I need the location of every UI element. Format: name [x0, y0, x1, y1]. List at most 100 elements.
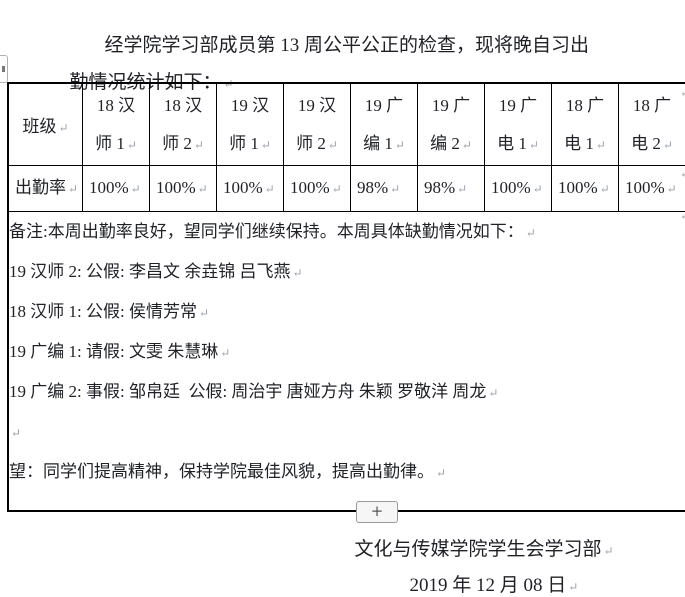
rate-cell-0[interactable]: 100%↵ [83, 166, 150, 212]
notes-row: 备注:本周出勤率良好，望同学们继续保持。本周具体缺勤情况如下：↵ 19 汉师 2… [8, 212, 685, 512]
rate-value: 100% [290, 178, 330, 197]
paragraph-mark: ↵ [292, 266, 302, 280]
class-name-line2-text: 编 1 [363, 134, 393, 153]
paragraph-mark: ↵ [265, 182, 275, 196]
handle-nub [2, 66, 5, 72]
class-cell-8[interactable]: 18 广 电 2↵ [619, 83, 685, 166]
paragraph-mark: ↵ [332, 182, 342, 196]
class-cell-4[interactable]: 19 广 编 1↵ [351, 83, 418, 166]
note-text: 望：同学们提高精神，保持学院最佳风貌，提高出勤律。 [9, 462, 434, 481]
class-name-line2: 师 1↵ [83, 125, 149, 163]
paragraph-mark: ↵ [68, 182, 78, 196]
footer-date: 2019 年 12 月 08 日↵ [400, 548, 578, 597]
paragraph-mark: ↵ [390, 182, 400, 196]
class-name-line2-text: 师 2 [162, 134, 192, 153]
attendance-table[interactable]: 班级↵ 18 汉 师 1↵ 18 汉 师 2↵ 19 汉 师 1↵ 19 汉 师… [7, 82, 685, 512]
class-name-line2-text: 师 1 [95, 134, 125, 153]
paragraph-mark: ↵ [194, 138, 204, 152]
paragraph-mark: ↵ [395, 138, 405, 152]
paragraph-mark: ↵ [199, 306, 209, 320]
paragraph-mark: ↵ [488, 386, 498, 400]
paragraph-mark: ↵ [58, 121, 68, 135]
left-edge-cursor-handle[interactable] [0, 55, 8, 83]
note-line-19guangbian1: 19 广编 1: 请假: 文雯 朱慧琳↵ [9, 332, 685, 372]
class-cell-5[interactable]: 19 广 编 2↵ [418, 83, 485, 166]
note-line-empty: ↵ [9, 412, 685, 452]
class-name-line2: 电 2↵ [619, 125, 685, 163]
class-cell-0[interactable]: 18 汉 师 1↵ [83, 83, 150, 166]
class-name-line2: 师 2↵ [150, 125, 216, 163]
table-move-handle[interactable]: + [356, 501, 398, 523]
rate-cell-5[interactable]: 98%↵ [418, 166, 485, 212]
rate-cell-7[interactable]: 100%↵ [552, 166, 619, 212]
rate-cell-4[interactable]: 98%↵ [351, 166, 418, 212]
note-line-19hanshi2: 19 汉师 2: 公假: 李昌文 余垚锦 吕飞燕↵ [9, 252, 685, 292]
note-text: 19 广编 2: 事假: 邹帛廷 公假: 周治宇 唐娅方舟 朱颖 罗敬洋 周龙 [9, 382, 486, 401]
notes-cell[interactable]: 备注:本周出勤率良好，望同学们继续保持。本周具体缺勤情况如下：↵ 19 汉师 2… [8, 212, 685, 512]
rate-header-label: 出勤率 [15, 178, 66, 197]
rate-row: 出勤率↵ 100%↵ 100%↵ 100%↵ 100%↵ 98%↵ 98%↵ 1… [8, 166, 685, 212]
rate-cell-3[interactable]: 100%↵ [284, 166, 351, 212]
rate-cell-6[interactable]: 100%↵ [485, 166, 552, 212]
class-name-line2-text: 师 2 [296, 134, 326, 153]
paragraph-mark: ↵ [436, 466, 446, 480]
rate-value: 98% [424, 178, 455, 197]
class-header-row: 班级↵ 18 汉 师 1↵ 18 汉 师 2↵ 19 汉 师 1↵ 19 汉 师… [8, 83, 685, 166]
class-header-label: 班级 [22, 117, 56, 136]
paragraph-mark: ↵ [604, 544, 614, 558]
class-cell-7[interactable]: 18 广 电 1↵ [552, 83, 619, 166]
class-header-cell[interactable]: 班级↵ [8, 83, 83, 166]
paragraph-mark: ↵ [533, 182, 543, 196]
class-name-line1: 19 广 [485, 87, 551, 125]
class-name-line2: 编 2↵ [418, 125, 484, 163]
footer-date-text: 2019 年 12 月 08 日 [410, 575, 567, 596]
note-line-remark: 备注:本周出勤率良好，望同学们继续保持。本周具体缺勤情况如下：↵ [9, 212, 685, 252]
note-text: 19 广编 1: 请假: 文雯 朱慧琳 [9, 342, 218, 361]
class-name-line2-text: 电 1 [497, 134, 527, 153]
paragraph-mark: ↵ [131, 182, 141, 196]
rate-value: 100% [89, 178, 129, 197]
rate-value: 100% [625, 178, 665, 197]
class-name-line1: 18 广 [619, 87, 685, 125]
document-page: { "intro": { "line1": "经学院学习部成员第 13 周公平公… [0, 0, 685, 579]
paragraph-mark: ↵ [127, 138, 137, 152]
class-name-line2-text: 编 2 [430, 134, 460, 153]
class-name-line1: 19 广 [351, 87, 417, 125]
class-cell-6[interactable]: 19 广 电 1↵ [485, 83, 552, 166]
rate-value: 100% [223, 178, 263, 197]
class-cell-3[interactable]: 19 汉 师 2↵ [284, 83, 351, 166]
rate-cell-8[interactable]: 100%↵ [619, 166, 685, 212]
rate-value: 100% [156, 178, 196, 197]
paragraph-mark: ↵ [457, 182, 467, 196]
note-text: 19 汉师 2: 公假: 李昌文 余垚锦 吕飞燕 [9, 262, 290, 281]
class-name-line2: 电 1↵ [485, 125, 551, 163]
rate-value: 98% [357, 178, 388, 197]
paragraph-mark: ↵ [328, 138, 338, 152]
class-name-line2: 电 1↵ [552, 125, 618, 163]
rate-header-cell[interactable]: 出勤率↵ [8, 166, 83, 212]
paragraph-mark: ↵ [529, 138, 539, 152]
class-name-line1: 19 汉 [284, 87, 350, 125]
class-name-line1: 19 广 [418, 87, 484, 125]
paragraph-mark: ↵ [261, 138, 271, 152]
class-name-line2-text: 电 1 [564, 134, 594, 153]
class-cell-2[interactable]: 19 汉 师 1↵ [217, 83, 284, 166]
paragraph-mark: ↵ [526, 226, 536, 240]
class-name-line1: 18 广 [552, 87, 618, 125]
note-line-hope: 望：同学们提高精神，保持学院最佳风貌，提高出勤律。↵ [9, 452, 685, 492]
class-name-line2: 编 1↵ [351, 125, 417, 163]
paragraph-mark: ↵ [568, 580, 578, 594]
rate-cell-2[interactable]: 100%↵ [217, 166, 284, 212]
class-name-line2: 师 2↵ [284, 125, 350, 163]
row-end-mark: ↵ [680, 209, 685, 224]
rate-value: 100% [491, 178, 531, 197]
class-cell-1[interactable]: 18 汉 师 2↵ [150, 83, 217, 166]
paragraph-mark: ↵ [663, 138, 673, 152]
class-name-line2: 师 1↵ [217, 125, 283, 163]
class-name-line2-text: 师 1 [229, 134, 259, 153]
paragraph-mark: ↵ [596, 138, 606, 152]
class-name-line1: 18 汉 [83, 87, 149, 125]
note-text: 18 汉师 1: 公假: 侯情芳常 [9, 302, 197, 321]
rate-cell-1[interactable]: 100%↵ [150, 166, 217, 212]
note-line-18hanshi1: 18 汉师 1: 公假: 侯情芳常↵ [9, 292, 685, 332]
